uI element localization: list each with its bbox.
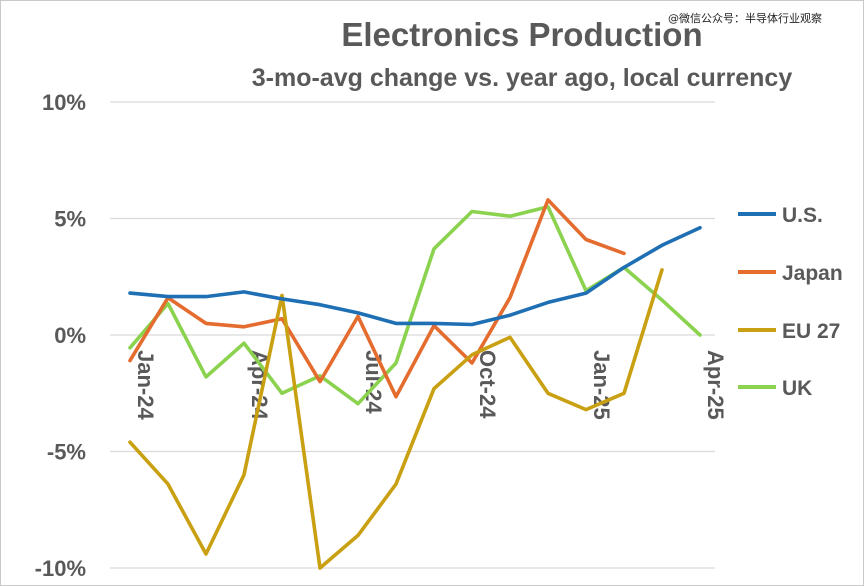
- chart-subtitle: 3-mo-avg change vs. year ago, local curr…: [252, 64, 793, 92]
- gridlines: [110, 101, 715, 569]
- series-line-eu-27: [128, 267, 664, 570]
- chart-title: Electronics Production: [341, 16, 702, 53]
- y-tick-label: -10%: [35, 556, 86, 581]
- y-tick-label: 0%: [54, 323, 86, 348]
- legend-label: Japan: [782, 262, 843, 285]
- watermark-text: @微信公众号：半导体行业观察: [668, 11, 822, 25]
- legend-label: UK: [782, 377, 812, 400]
- x-tick-label: Apr-25: [703, 350, 728, 420]
- y-tick-label: 10%: [42, 90, 86, 115]
- series-line-japan: [128, 198, 626, 399]
- legend: U.S. Japan EU 27 UK: [738, 204, 843, 400]
- series-line-u-s: [128, 226, 702, 327]
- series-lines: [128, 198, 702, 570]
- y-tick-label: 5%: [54, 207, 86, 232]
- y-tick-label: -5%: [47, 440, 86, 465]
- x-tick-label: Jan-24: [133, 350, 158, 420]
- y-axis-tick-labels: 10% 5% 0% -5% -10%: [35, 90, 86, 581]
- legend-label: U.S.: [782, 204, 823, 227]
- x-tick-label: Oct-24: [475, 350, 500, 419]
- x-tick-label: Jul-24: [361, 350, 386, 414]
- legend-label: EU 27: [782, 320, 840, 343]
- x-tick-label: Jan-25: [589, 350, 614, 420]
